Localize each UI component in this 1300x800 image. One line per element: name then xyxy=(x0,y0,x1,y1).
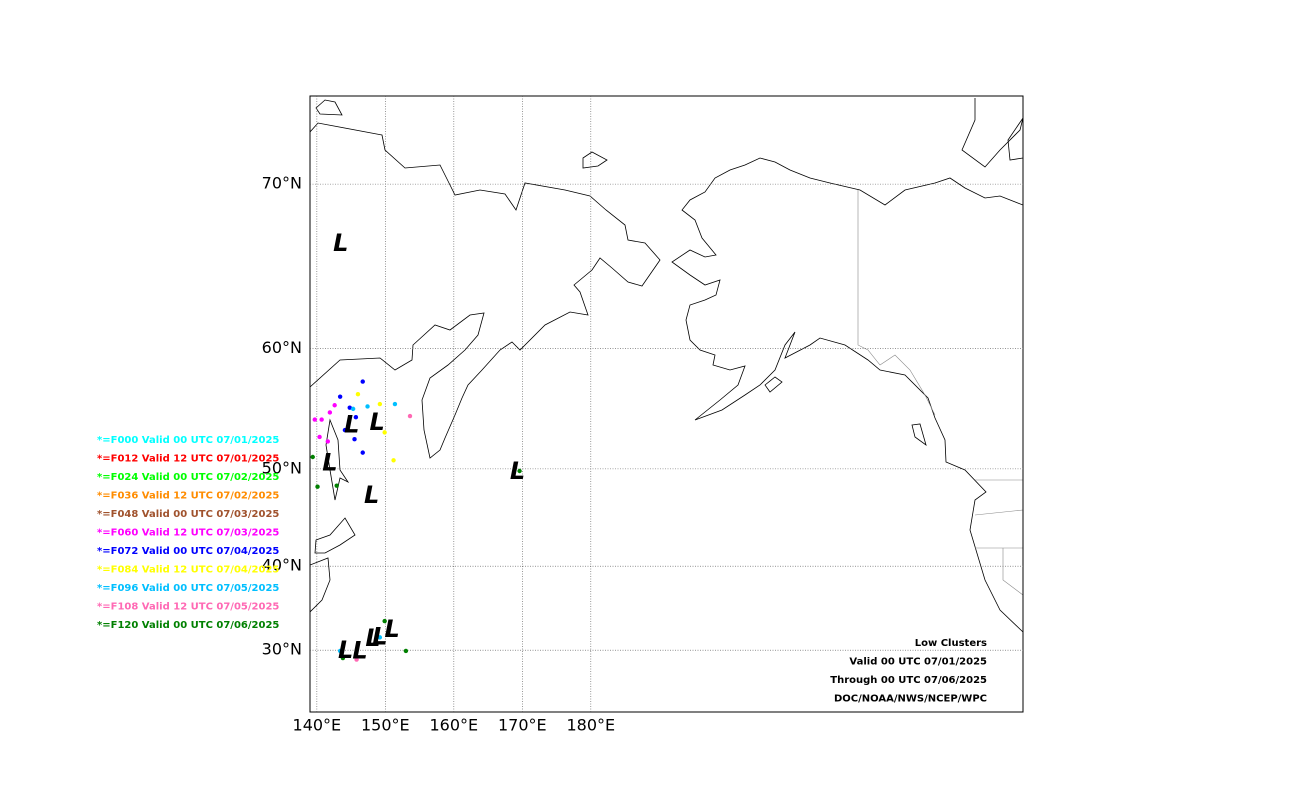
x-tick-label: 140°E xyxy=(293,716,342,735)
cluster-point xyxy=(355,391,361,397)
cluster-point xyxy=(360,379,365,384)
cluster-point xyxy=(391,458,396,463)
legend-entry: *=F036 Valid 12 UTC 07/02/2025 xyxy=(97,491,279,502)
cluster-point xyxy=(377,401,383,407)
cluster-point xyxy=(337,394,343,399)
cluster-point xyxy=(337,648,343,654)
legend-entry: *=F120 Valid 00 UTC 07/06/2025 xyxy=(97,620,279,631)
x-tick-label: 180°E xyxy=(566,716,615,735)
info-text: Valid 00 UTC 07/01/2025 xyxy=(849,657,987,668)
us-canada-border xyxy=(974,479,1023,596)
cluster-point xyxy=(352,437,357,442)
low-marker: L xyxy=(322,449,337,477)
kodiak xyxy=(764,376,783,393)
cluster-point xyxy=(315,484,320,489)
wrangel-island xyxy=(315,99,343,116)
vancouver-island xyxy=(911,423,927,447)
y-tick-label: 40°N xyxy=(262,556,302,575)
legend-entry: *=F024 Valid 00 UTC 07/02/2025 xyxy=(97,472,279,483)
cluster-point xyxy=(360,450,365,455)
y-tick-label: 70°N xyxy=(262,174,302,193)
cluster-point xyxy=(382,430,387,435)
low-marker: L xyxy=(338,636,353,664)
cluster-point xyxy=(319,417,324,422)
legend-entry: *=F096 Valid 00 UTC 07/05/2025 xyxy=(97,583,279,594)
cluster-point xyxy=(310,454,315,460)
legend-entry: *=F012 Valid 12 UTC 07/01/2025 xyxy=(97,454,279,465)
low-marker: L xyxy=(333,229,348,257)
cluster-point xyxy=(353,415,359,420)
low-marker: L xyxy=(369,408,384,436)
y-tick-label: 60°N xyxy=(262,338,302,357)
y-tick-label: 50°N xyxy=(262,458,302,477)
cluster-point xyxy=(312,417,317,422)
low-marker: L xyxy=(344,410,359,438)
legend-entry: *=F108 Valid 12 UTC 07/05/2025 xyxy=(97,602,279,613)
low-marker: L xyxy=(365,624,380,652)
info-text: DOC/NOAA/NWS/NCEP/WPC xyxy=(834,694,987,705)
cluster-point xyxy=(403,648,409,654)
x-tick-label: 160°E xyxy=(430,716,479,735)
cluster-point xyxy=(327,410,333,415)
low-marker: L xyxy=(510,457,525,485)
cluster-point xyxy=(347,405,352,410)
cluster-point xyxy=(317,434,322,440)
legend-entry: *=F084 Valid 12 UTC 07/04/2025 xyxy=(97,565,279,576)
x-tick-label: 150°E xyxy=(361,716,410,735)
info-text: Low Clusters xyxy=(915,638,987,649)
cluster-point xyxy=(392,401,398,407)
cluster-point xyxy=(407,413,413,419)
cluster-point xyxy=(332,403,337,408)
sakhalin xyxy=(325,418,350,501)
x-tick-label: 170°E xyxy=(498,716,547,735)
cluster-point xyxy=(382,618,387,624)
cluster-point xyxy=(325,439,331,444)
legend-entry: *=F048 Valid 00 UTC 07/03/2025 xyxy=(97,509,279,520)
cluster-point xyxy=(350,406,356,412)
low-marker: L xyxy=(364,481,379,509)
arctic-islands xyxy=(961,98,1023,168)
legend-entry: *=F000 Valid 00 UTC 07/01/2025 xyxy=(97,435,279,446)
cluster-point xyxy=(365,404,370,409)
map-frame xyxy=(309,95,1024,713)
legend-entry: *=F072 Valid 00 UTC 07/04/2025 xyxy=(97,546,279,557)
info-text: Through 00 UTC 07/06/2025 xyxy=(830,675,987,686)
japan xyxy=(310,517,356,613)
cluster-point xyxy=(334,483,339,488)
low-marker: L xyxy=(372,622,387,650)
legend-entry: *=F060 Valid 12 UTC 07/03/2025 xyxy=(97,528,279,539)
coastlines xyxy=(310,98,1023,633)
cluster-point xyxy=(517,468,522,474)
st-lawrence-island xyxy=(582,151,608,169)
cluster-point xyxy=(340,655,346,661)
alaska-canada-border xyxy=(857,190,936,416)
y-tick-label: 30°N xyxy=(262,640,302,659)
asia-coast xyxy=(310,122,661,459)
cluster-point xyxy=(342,427,348,433)
cluster-point xyxy=(354,657,359,662)
low-marker: L xyxy=(352,637,367,665)
low-marker: L xyxy=(385,615,400,643)
cluster-point xyxy=(377,635,383,640)
alaska-coast xyxy=(671,157,1023,633)
